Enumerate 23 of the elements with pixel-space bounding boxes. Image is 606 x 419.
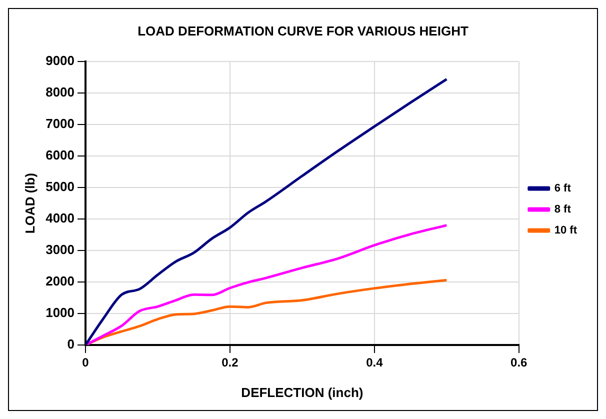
legend-label: 8 ft — [554, 204, 572, 216]
legend-label: 6 ft — [554, 182, 572, 195]
y-tick-label: 0 — [67, 336, 75, 352]
y-tick-label: 1000 — [46, 305, 75, 320]
x-axis-title: DEFLECTION (inch) — [241, 384, 364, 400]
x-tick-label: 0 — [82, 356, 90, 370]
x-tick-label: 0.4 — [366, 356, 384, 370]
y-tick-label: 5000 — [46, 179, 75, 194]
y-tick-label: 7000 — [46, 116, 75, 132]
x-tick-label: 0.6 — [510, 356, 528, 370]
y-tick-label: 9000 — [46, 53, 75, 68]
y-tick-label: 3000 — [46, 242, 75, 258]
y-tick-label: 6000 — [46, 148, 75, 163]
x-tick-label: 0.2 — [222, 356, 239, 370]
y-tick-label: 2000 — [46, 274, 75, 289]
chart-title: LOAD DEFORMATION CURVE FOR VARIOUS HEIGHT — [138, 23, 468, 38]
line-series — [86, 224, 448, 345]
y-tick-label: 4000 — [46, 210, 75, 226]
line-series — [86, 78, 448, 345]
y-tick-label: 8000 — [46, 84, 75, 100]
line-series — [86, 278, 448, 345]
y-axis-title: LOAD (lb) — [22, 172, 38, 234]
legend-label: 10 ft — [554, 224, 578, 237]
